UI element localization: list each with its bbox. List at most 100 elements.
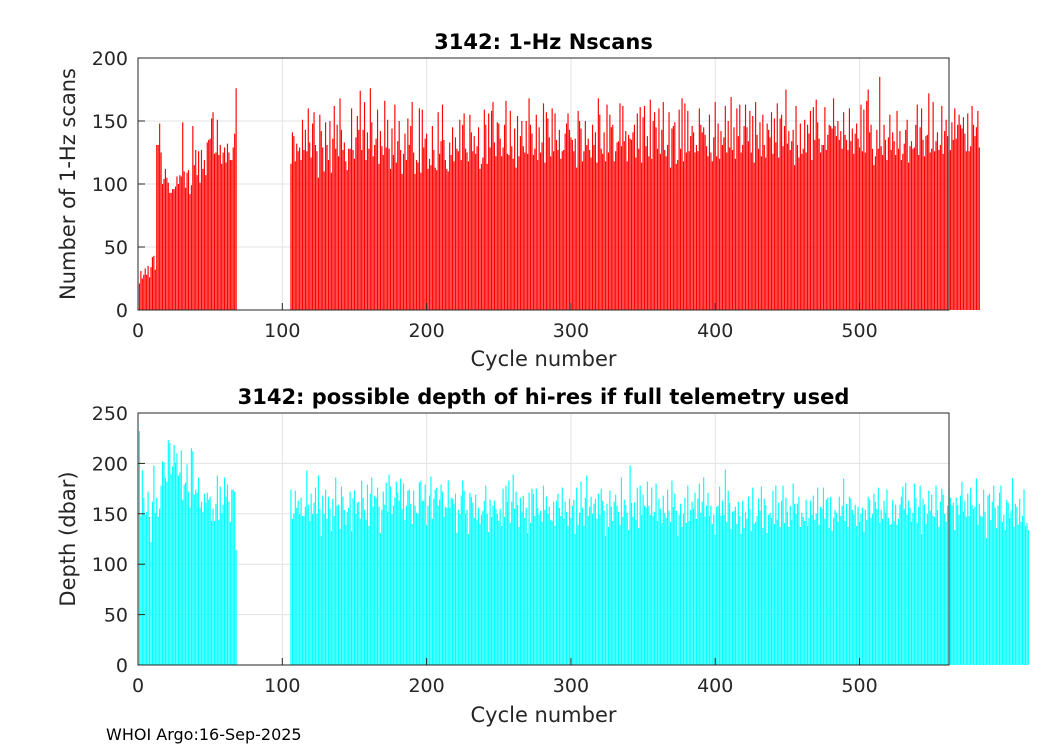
bar xyxy=(446,507,448,665)
bar xyxy=(421,109,423,310)
bar xyxy=(651,158,653,310)
x-tick-label: 500 xyxy=(841,675,877,697)
bar xyxy=(773,523,775,665)
bar xyxy=(858,147,861,310)
bar xyxy=(209,138,211,310)
bar xyxy=(563,518,565,665)
bar xyxy=(873,493,875,665)
bar xyxy=(746,127,748,310)
bar xyxy=(801,153,803,310)
bar xyxy=(697,498,699,665)
bar xyxy=(514,128,516,310)
bar xyxy=(351,108,353,311)
bar xyxy=(629,465,631,665)
bar xyxy=(475,153,477,310)
bar xyxy=(503,516,506,665)
bar xyxy=(535,114,537,310)
bar xyxy=(664,149,666,310)
bar xyxy=(955,138,957,310)
bar xyxy=(648,505,650,665)
bar xyxy=(437,112,439,311)
bar xyxy=(753,162,755,310)
bar xyxy=(332,498,334,665)
bar xyxy=(711,161,713,310)
bar xyxy=(740,533,742,665)
bar xyxy=(851,128,853,310)
bar xyxy=(964,133,966,310)
bar xyxy=(293,513,295,665)
bar xyxy=(553,501,555,665)
bar xyxy=(818,524,820,665)
y-axis-ticks: 0 50 100 150 200 250 xyxy=(92,403,145,677)
bar xyxy=(346,170,348,310)
bar xyxy=(1011,478,1014,665)
bar xyxy=(303,149,305,310)
bar xyxy=(688,151,690,310)
bar xyxy=(381,146,383,310)
bar xyxy=(310,157,312,310)
bar xyxy=(602,153,604,310)
bar xyxy=(867,496,869,665)
bar xyxy=(428,495,431,665)
bar xyxy=(775,485,777,665)
bar xyxy=(840,515,842,665)
bar xyxy=(757,498,760,665)
y-axis-label: Depth (dbar) xyxy=(56,471,80,606)
bar xyxy=(141,470,143,665)
bar xyxy=(177,184,179,310)
bar xyxy=(866,100,868,310)
bar xyxy=(739,104,741,311)
bar xyxy=(196,175,198,310)
bar xyxy=(232,147,234,310)
bar xyxy=(805,499,807,665)
bar xyxy=(176,453,178,665)
bar xyxy=(871,148,874,310)
bar xyxy=(509,110,511,310)
bar xyxy=(916,522,918,665)
bar xyxy=(589,149,591,310)
bar xyxy=(310,493,312,665)
bar xyxy=(684,103,686,310)
bar xyxy=(856,123,858,311)
bar xyxy=(616,142,618,310)
bar xyxy=(304,506,306,665)
bar xyxy=(967,113,969,310)
bar xyxy=(955,497,957,665)
bar xyxy=(769,137,771,310)
bar xyxy=(555,139,558,310)
bar xyxy=(918,155,920,310)
bar xyxy=(971,504,973,665)
bar-series xyxy=(138,76,980,311)
bar xyxy=(408,489,410,665)
bar xyxy=(363,509,366,665)
bar xyxy=(439,153,441,310)
bar xyxy=(382,491,384,665)
bar xyxy=(509,522,511,665)
bar xyxy=(443,139,445,310)
bar xyxy=(465,148,467,310)
bar xyxy=(1014,503,1016,665)
bar xyxy=(607,152,610,310)
y-tick-label: 150 xyxy=(92,504,128,526)
bar xyxy=(763,144,765,310)
bar xyxy=(649,514,651,665)
bar xyxy=(964,500,966,665)
bar xyxy=(789,149,791,310)
bar xyxy=(573,151,575,310)
bar xyxy=(190,185,192,310)
bar xyxy=(327,160,330,310)
bar xyxy=(234,491,236,665)
bar xyxy=(740,152,742,310)
bar xyxy=(916,104,918,311)
bar xyxy=(309,520,311,665)
bar xyxy=(508,480,510,665)
bar xyxy=(294,490,296,665)
bar xyxy=(580,128,582,310)
bar xyxy=(577,110,579,310)
bar xyxy=(723,514,725,665)
bar xyxy=(450,155,452,310)
bar xyxy=(551,108,553,311)
bar xyxy=(482,510,484,665)
bar xyxy=(641,514,643,665)
bar xyxy=(830,126,832,310)
